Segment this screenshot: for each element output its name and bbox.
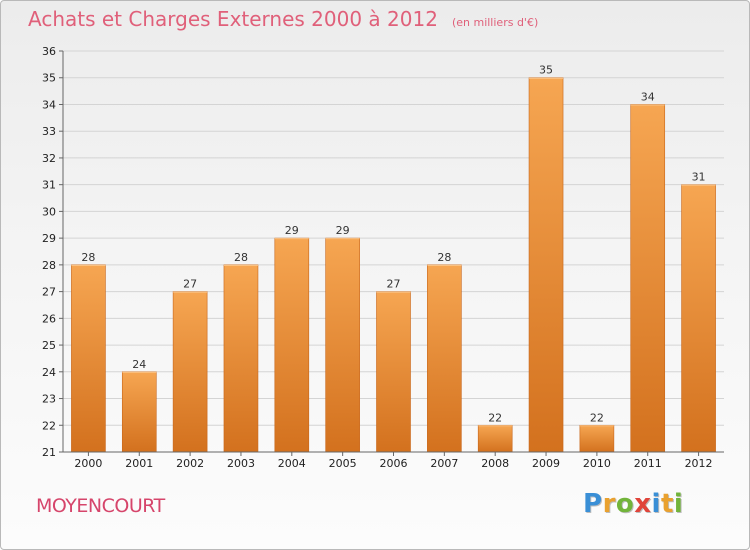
bars: 28 24 27 28 29 29 27 28 22 35 22 34 31 xyxy=(71,64,716,453)
bar xyxy=(223,264,259,453)
y-tick-label: 33 xyxy=(42,125,56,138)
logo-letter: P xyxy=(583,489,603,519)
axes: 21 22 23 24 25 26 27 28 29 30 31 32 33 34 35 36 2000 2001… xyxy=(42,45,724,470)
bar xyxy=(274,237,310,453)
y-tick-label: 24 xyxy=(42,366,56,379)
data-label: 29 xyxy=(285,224,299,237)
title-row: Achats et Charges Externes 2000 à 2012 (… xyxy=(28,7,538,31)
data-label: 35 xyxy=(539,64,553,77)
data-label: 31 xyxy=(692,171,706,184)
x-tick-label: 2007 xyxy=(430,457,458,470)
y-tick-label: 28 xyxy=(42,259,56,272)
town-name: MOYENCOURT xyxy=(36,495,165,517)
bar xyxy=(121,371,157,453)
data-label: 28 xyxy=(234,251,248,264)
bar xyxy=(172,291,208,453)
data-label: 22 xyxy=(488,411,502,424)
y-tick-label: 22 xyxy=(42,419,56,432)
logo-letter: r xyxy=(602,489,616,519)
y-tick-label: 26 xyxy=(42,312,56,325)
data-label: 28 xyxy=(81,251,95,264)
y-tick-label: 32 xyxy=(42,152,56,165)
x-tick-label: 2000 xyxy=(74,457,102,470)
y-tick-label: 25 xyxy=(42,339,56,352)
x-tick-label: 2002 xyxy=(176,457,204,470)
y-tick-label: 23 xyxy=(42,393,56,406)
y-tick-label: 31 xyxy=(42,179,56,192)
x-tick-label: 2012 xyxy=(685,457,713,470)
y-tick-label: 29 xyxy=(42,232,56,245)
y-tick-label: 34 xyxy=(42,98,56,111)
x-tick-label: 2010 xyxy=(583,457,611,470)
chart-title: Achats et Charges Externes 2000 à 2012 xyxy=(28,7,438,31)
bar xyxy=(579,424,615,453)
x-tick-label: 2009 xyxy=(532,457,560,470)
x-tick-label: 2001 xyxy=(125,457,153,470)
data-label: 27 xyxy=(387,278,401,291)
proxiti-logo: Proxiti xyxy=(583,489,683,519)
y-tick-label: 36 xyxy=(42,45,56,58)
data-label: 22 xyxy=(590,411,604,424)
x-tick-label: 2011 xyxy=(634,457,662,470)
bar xyxy=(681,184,716,453)
x-tick-label: 2004 xyxy=(278,457,306,470)
data-label: 28 xyxy=(437,251,451,264)
bar xyxy=(630,104,666,453)
x-tick-label: 2003 xyxy=(227,457,255,470)
logo-letter: o xyxy=(615,489,635,519)
bar xyxy=(427,264,462,453)
data-label: 34 xyxy=(641,90,655,103)
logo-letter: i xyxy=(673,489,684,519)
y-tick-label: 21 xyxy=(42,446,56,459)
data-label: 29 xyxy=(336,224,350,237)
data-label: 24 xyxy=(132,358,146,371)
x-tick-label: 2005 xyxy=(329,457,357,470)
bar xyxy=(376,291,411,453)
x-tick-label: 2006 xyxy=(380,457,408,470)
y-tick-label: 27 xyxy=(42,286,56,299)
x-tick-label: 2008 xyxy=(481,457,509,470)
chart-unit: (en milliers d'€) xyxy=(451,16,539,29)
bar xyxy=(325,237,360,453)
data-label: 27 xyxy=(183,278,197,291)
bar xyxy=(477,424,513,453)
y-tick-label: 30 xyxy=(42,205,56,218)
logo-letter: i xyxy=(651,489,661,519)
bar xyxy=(71,264,106,453)
logo-letter: x xyxy=(634,489,652,519)
y-tick-label: 35 xyxy=(42,72,56,85)
logo-letter: t xyxy=(660,489,674,519)
bar xyxy=(528,77,564,453)
